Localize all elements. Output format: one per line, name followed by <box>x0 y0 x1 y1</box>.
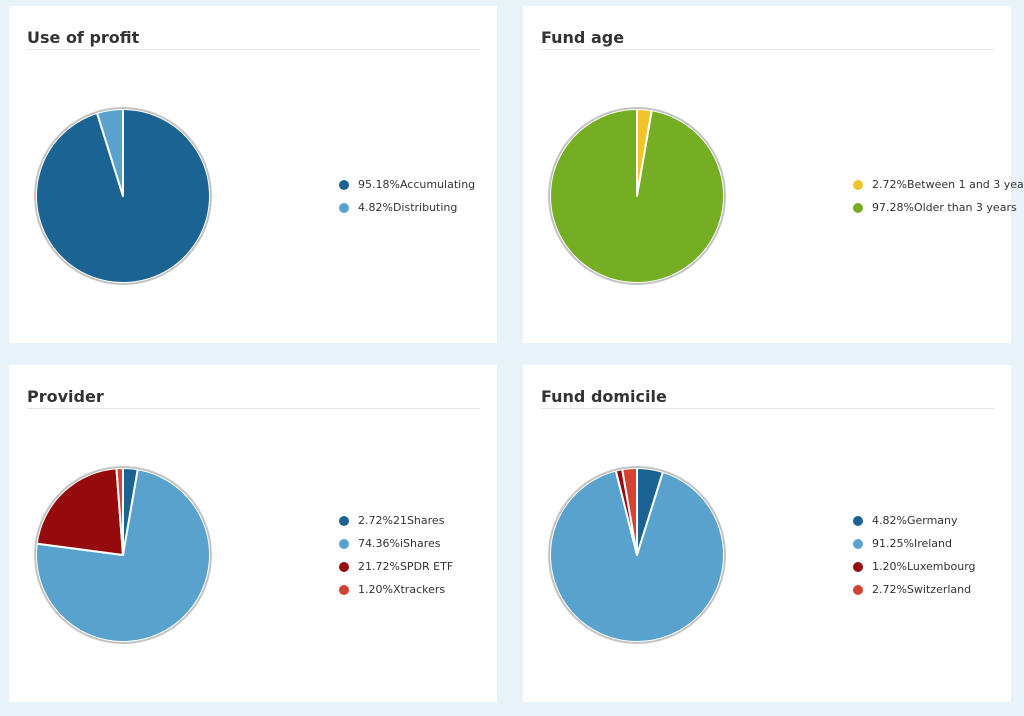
pie-chart <box>34 107 212 285</box>
pie-chart <box>548 107 726 285</box>
pie-outline <box>34 107 212 285</box>
legend-item-spdr-etf[interactable]: 21.72% SPDR ETF <box>339 555 453 578</box>
legend-percent: 2.72% <box>358 514 393 527</box>
chart-title: Fund domicile <box>541 387 667 406</box>
pie-outline <box>548 466 726 644</box>
pie-chart <box>34 466 212 644</box>
pie-slice-older-than-3-years[interactable] <box>549 108 725 284</box>
chart-title: Use of profit <box>27 28 140 47</box>
legend-label: iShares <box>399 537 441 550</box>
legend-swatch <box>339 515 349 526</box>
title-divider <box>541 408 994 409</box>
legend-item-older-than-3-years[interactable]: 97.28% Older than 3 years <box>853 196 1024 219</box>
legend-label: 21Shares <box>392 514 445 527</box>
legend-label: Older than 3 years <box>913 201 1017 214</box>
legend-item-distributing[interactable]: 4.82% Distributing <box>339 196 475 219</box>
legend-swatch <box>339 538 349 549</box>
chart-title: Provider <box>27 387 104 406</box>
legend-swatch <box>339 179 349 190</box>
legend-item-xtrackers[interactable]: 1.20% Xtrackers <box>339 578 453 601</box>
legend-percent: 95.18% <box>358 178 400 191</box>
chart-title: Fund age <box>541 28 625 47</box>
legend-item-between-1-and-3-years[interactable]: 2.72% Between 1 and 3 years <box>853 173 1024 196</box>
legend-swatch <box>853 538 863 549</box>
chart-card-provider: Provider 2.72% 21Shares 74.36% iShares 21.… <box>9 365 497 702</box>
legend-swatch <box>339 561 349 572</box>
legend-item-ishares[interactable]: 74.36% iShares <box>339 532 453 555</box>
legend-label: Between 1 and 3 years <box>906 178 1024 191</box>
chart-card-fund-age: Fund age 2.72% Between 1 and 3 years 97.2… <box>523 6 1024 343</box>
legend-item-switzerland[interactable]: 2.72% Switzerland <box>853 578 976 601</box>
legend-percent: 1.20% <box>872 560 907 573</box>
pie-slice-switzerland[interactable] <box>621 467 638 556</box>
legend-item-accumulating[interactable]: 95.18% Accumulating <box>339 173 475 196</box>
legend-label: Distributing <box>392 201 458 214</box>
legend-label: Xtrackers <box>392 583 446 596</box>
title-divider <box>27 49 480 50</box>
legend-percent: 4.82% <box>872 514 907 527</box>
legend-swatch <box>853 202 863 213</box>
legend-percent: 4.82% <box>358 201 393 214</box>
title-divider <box>541 49 994 50</box>
legend-item-germany[interactable]: 4.82% Germany <box>853 509 976 532</box>
legend-percent: 91.25% <box>872 537 914 550</box>
title-divider <box>27 408 480 409</box>
legend-percent: 74.36% <box>358 537 400 550</box>
legend-label: Luxembourg <box>906 560 976 573</box>
chart-card-use-of-profit: Use of profit 95.18% Accumulating 4.82% D… <box>9 6 497 343</box>
legend-item-ireland[interactable]: 91.25% Ireland <box>853 532 976 555</box>
pie-outline <box>548 107 726 285</box>
pie-slice-ireland[interactable] <box>549 469 725 643</box>
legend-percent: 1.20% <box>358 583 393 596</box>
chart-legend: 2.72% Between 1 and 3 years 97.28% Older … <box>853 173 1024 219</box>
pie-outline <box>34 466 212 644</box>
legend-swatch <box>853 561 863 572</box>
legend-swatch <box>853 515 863 526</box>
chart-legend: 2.72% 21Shares 74.36% iShares 21.72% SPDR … <box>339 509 453 601</box>
legend-percent: 97.28% <box>872 201 914 214</box>
chart-legend: 4.82% Germany 91.25% Ireland 1.20% Luxembo… <box>853 509 976 601</box>
legend-swatch <box>339 202 349 213</box>
pie-slice-distributing[interactable] <box>96 108 124 197</box>
legend-percent: 2.72% <box>872 178 907 191</box>
legend-item-luxembourg[interactable]: 1.20% Luxembourg <box>853 555 976 578</box>
pie-chart <box>548 466 726 644</box>
legend-swatch <box>853 584 863 595</box>
legend-label: Switzerland <box>906 583 972 596</box>
legend-label: Accumulating <box>399 178 476 191</box>
legend-label: Ireland <box>913 537 952 550</box>
pie-slice-spdr-etf[interactable] <box>35 467 124 556</box>
chart-legend: 95.18% Accumulating 4.82% Distributing <box>339 173 475 219</box>
chart-card-fund-domicile: Fund domicile 4.82% Germany 91.25% Irelan… <box>523 365 1011 702</box>
legend-swatch <box>339 584 349 595</box>
legend-item-21shares[interactable]: 2.72% 21Shares <box>339 509 453 532</box>
legend-percent: 21.72% <box>358 560 400 573</box>
legend-swatch <box>853 179 863 190</box>
legend-percent: 2.72% <box>872 583 907 596</box>
legend-label: Germany <box>906 514 958 527</box>
legend-label: SPDR ETF <box>399 560 454 573</box>
